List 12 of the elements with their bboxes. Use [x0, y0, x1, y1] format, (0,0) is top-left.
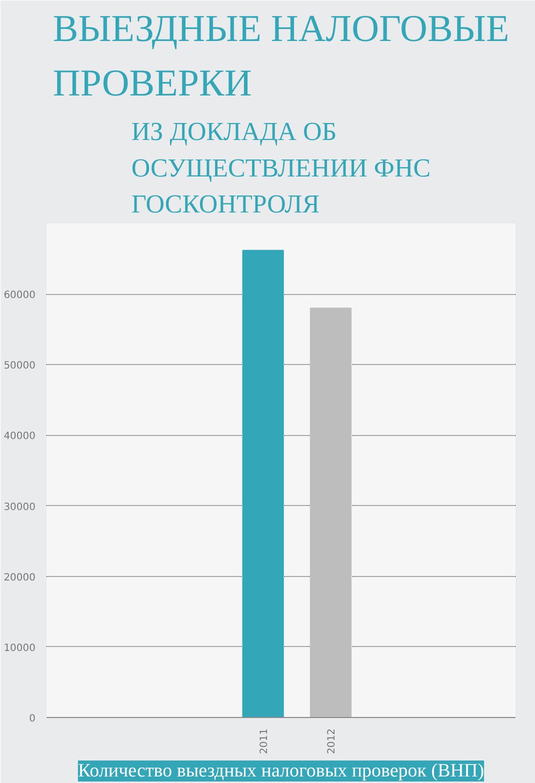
y-tick-label: 60000 [4, 290, 36, 302]
y-tick-label: 20000 [4, 572, 36, 584]
x-tick-label: 2012 [326, 728, 338, 754]
y-tick-label: 40000 [4, 431, 36, 442]
x-tick-label: 2011 [259, 728, 270, 754]
y-tick-label: 50000 [4, 360, 36, 372]
y-tick-label: 30000 [4, 502, 36, 513]
y-tick-label: 0 [29, 714, 36, 724]
chart-subtitle: ИЗ ДОКЛАДА ОБ ОСУЩЕСТВЛЕНИИ ФНС ГОСКОНТРОЛЯ [131, 117, 431, 218]
chart-title: ВЫЕЗДНЫЕ НАЛОГОВЫЕ ПРОВЕРКИ [52, 8, 510, 104]
x-axis-title: Количество выездных налоговых проверок (ВНП) [78, 760, 484, 782]
y-tick-label: 10000 [4, 642, 36, 654]
